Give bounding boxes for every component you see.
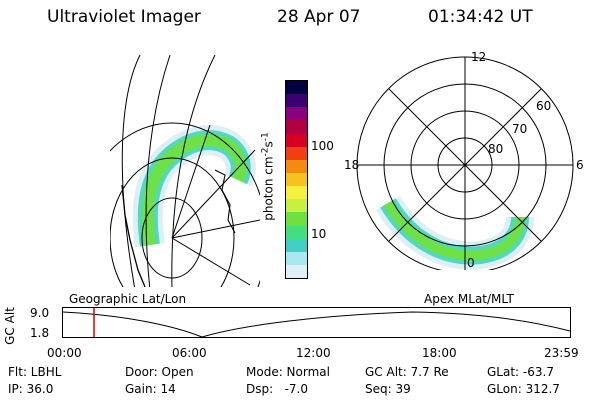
- colorbar-unit-label: photon cm-2s-1: [260, 132, 276, 221]
- info-dsp: Dsp: -7.0: [246, 382, 309, 396]
- colorbar-tick-100: 100: [311, 139, 334, 153]
- colorbar-swatch: [286, 238, 307, 252]
- date-label: 28 Apr 07: [277, 7, 361, 27]
- geographic-image-panel: [110, 55, 260, 287]
- mlt-label-12: 12: [471, 50, 486, 64]
- lat-label-70: 70: [512, 122, 527, 136]
- polar-image-panel: 12 18 6 0 60 70 80: [344, 50, 584, 270]
- colorbar: [285, 80, 308, 279]
- colorbar-tick-10: 10: [311, 227, 327, 241]
- info-glat: GLat: -63.7: [487, 365, 554, 379]
- info-flt: Flt: LBHL: [8, 365, 62, 379]
- colorbar-swatch: [286, 133, 307, 147]
- altitude-curve: [62, 311, 571, 338]
- colorbar-swatch: [286, 225, 307, 239]
- colorbar-swatch: [286, 199, 307, 213]
- info-mode: Mode: Normal: [246, 365, 330, 379]
- instrument-title: Ultraviolet Imager: [47, 7, 201, 27]
- aurora-core: [141, 134, 247, 246]
- altitude-plot-frame: [62, 307, 571, 338]
- alt-ytick-high: 9.0: [30, 306, 50, 320]
- alt-xtick-0000: 00:00: [47, 346, 82, 360]
- altitude-plot: [62, 307, 571, 338]
- polar-panel-label: Apex MLat/MLT: [424, 292, 514, 306]
- alt-xtick-1200: 12:00: [296, 346, 331, 360]
- colorbar-swatch: [286, 159, 307, 173]
- alt-ytick-low: 1.8: [30, 326, 50, 340]
- lat-label-60: 60: [536, 99, 551, 113]
- colorbar-swatch: [286, 186, 307, 200]
- alt-xtick-1800: 18:00: [422, 346, 457, 360]
- mlt-label-18: 18: [344, 158, 359, 172]
- time-label: 01:34:42 UT: [428, 7, 533, 27]
- polar-aurora-core: [383, 200, 525, 261]
- info-seq: Seq: 39: [365, 382, 411, 396]
- info-door: Door: Open: [125, 365, 194, 379]
- mlt-label-6: 6: [576, 158, 584, 172]
- colorbar-swatch: [286, 120, 307, 134]
- colorbar-swatch: [286, 94, 307, 108]
- geo-panel-label: Geographic Lat/Lon: [69, 292, 187, 306]
- info-gcalt: GC Alt: 7.7 Re: [365, 365, 449, 379]
- alt-ylabel: GC Alt: [3, 307, 17, 345]
- lat-label-80: 80: [488, 142, 503, 156]
- alt-xtick-0600: 06:00: [172, 346, 207, 360]
- mlt-label-0: 0: [467, 256, 475, 270]
- colorbar-swatch: [286, 172, 307, 187]
- info-gain: Gain: 14: [125, 382, 176, 396]
- colorbar-swatch: [286, 146, 307, 160]
- colorbar-swatch: [286, 264, 307, 279]
- colorbar-swatch: [286, 81, 307, 95]
- colorbar-swatch: [286, 251, 307, 265]
- colorbar-swatch: [286, 212, 307, 226]
- colorbar-swatch: [286, 107, 307, 121]
- alt-xtick-2359: 23:59: [544, 346, 579, 360]
- info-glon: GLon: 312.7: [487, 382, 560, 396]
- info-ip: IP: 36.0: [8, 382, 54, 396]
